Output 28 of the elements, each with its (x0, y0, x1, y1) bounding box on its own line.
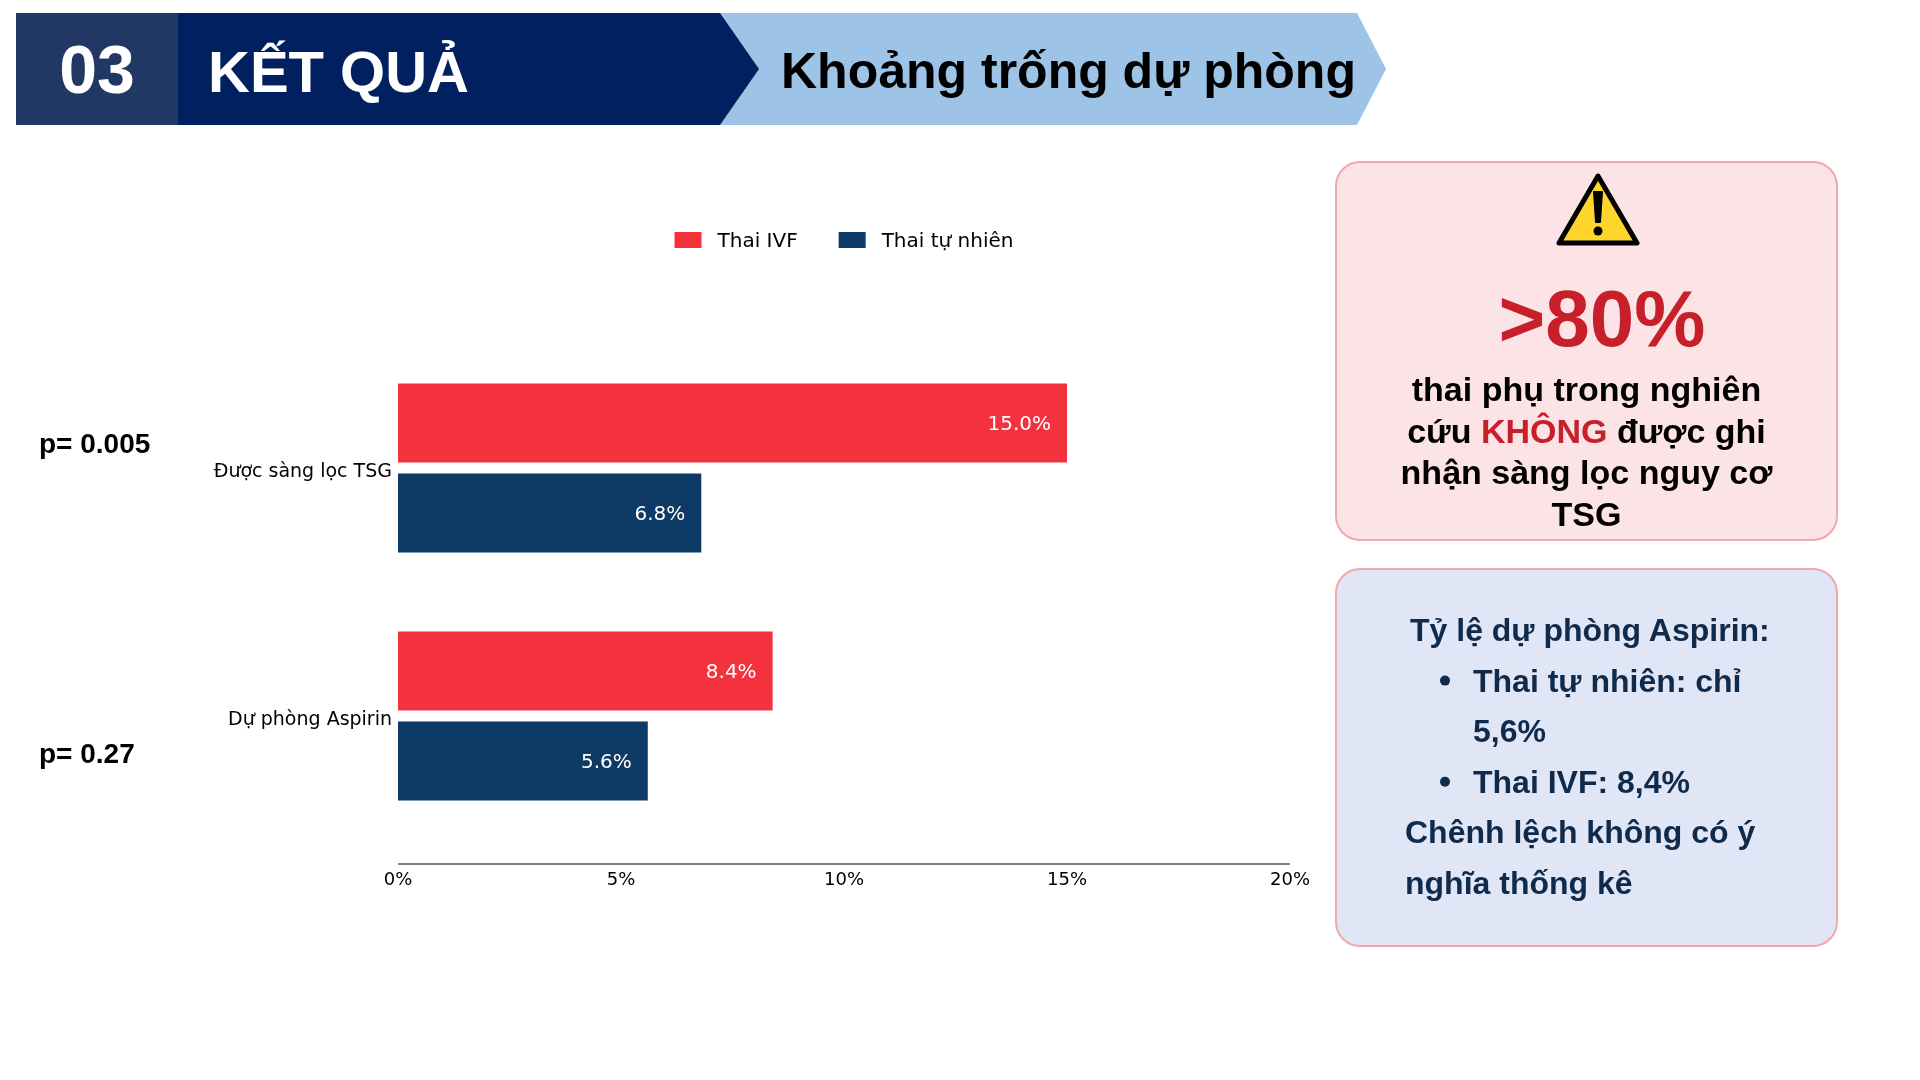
x-tick-label: 15% (1046, 867, 1088, 889)
bar (398, 473, 702, 553)
chart-title: Khoảng trống dự phòng (781, 43, 1356, 99)
text: KẾT QUẢ (208, 39, 469, 104)
y-tick-label: Được sàng lọc TSG (213, 459, 392, 481)
text: >80% (1498, 274, 1706, 363)
data-label: 6.8% (634, 501, 686, 525)
data-label: 8.4% (705, 659, 757, 683)
bar (398, 721, 648, 801)
text: Thai IVF: 8,4% (1473, 763, 1690, 800)
bar (398, 383, 1067, 463)
x-tick-label: 5% (606, 867, 636, 889)
x-tick-label: 20% (1269, 867, 1311, 889)
text: Thai tự nhiên: chỉ 5,6% (1473, 662, 1742, 750)
y-tick-label: Dự phòng Aspirin (228, 707, 392, 729)
legend-label: Thai tự nhiên (880, 228, 1014, 252)
x-tick-label: 0% (383, 867, 413, 889)
text: thai phụ trong nghiên cứu KHÔNG được ghi nhận sàng lọc nguy cơ TSG (1400, 370, 1773, 534)
text: Tỷ lệ dự phòng Aspirin: (1410, 612, 1770, 648)
text: p= 0.27 (39, 737, 135, 769)
text: 03 (59, 31, 135, 107)
bar (398, 631, 773, 711)
legend-label: Thai IVF (716, 228, 798, 252)
text: p= 0.005 (39, 427, 151, 459)
data-label: 5.6% (580, 749, 632, 773)
x-tick-label: 10% (823, 867, 865, 889)
data-label: 15.0% (987, 411, 1051, 435)
text: Chênh lệch không có ý nghĩa thống kê (1405, 814, 1756, 901)
